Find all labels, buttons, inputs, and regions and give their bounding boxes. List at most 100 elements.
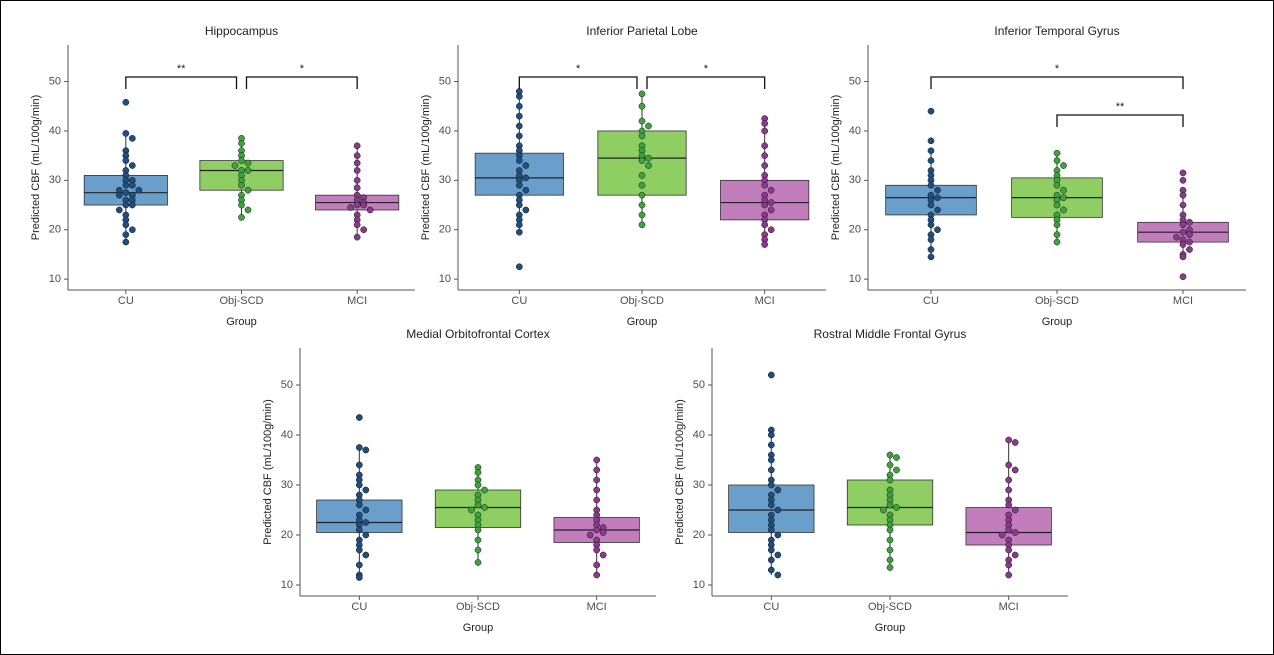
x-tick-label: MCI [347,295,367,307]
panel-title: Inferior Temporal Gyrus [994,24,1119,38]
panel-title: Medial Orbitofrontal Cortex [406,327,549,341]
point [122,238,130,246]
point [468,506,475,514]
point [934,226,941,234]
point [122,221,130,229]
point [238,201,245,209]
y-tick-label: 30 [49,174,61,186]
point [886,451,894,459]
x-axis-label: Group [627,316,658,328]
point [1179,221,1187,229]
point [1053,201,1061,209]
x-tick-label: MCI [587,601,607,613]
point [122,130,130,137]
y-tick-label: 20 [849,224,861,236]
point [362,519,370,526]
point [586,531,594,539]
point [1011,466,1019,474]
x-tick-label: CU [118,295,134,307]
point [515,201,523,209]
point [1186,238,1193,246]
point [353,201,361,209]
point [347,204,355,211]
point [238,181,245,189]
panel: Inferior Parietal Lobe 10 20 30 40 50 Predicte… [420,24,826,328]
point [886,476,894,484]
significance-bracket [125,76,238,89]
y-tick-label: 20 [693,529,705,541]
point [244,159,252,167]
point [515,221,523,229]
point [128,226,136,234]
point [244,186,252,194]
point [1053,149,1061,157]
point [238,214,245,221]
point [1186,246,1193,253]
x-tick-label: Obj-SCD [620,295,664,307]
point [893,504,900,511]
point [1053,181,1061,189]
point [135,186,143,194]
point [355,444,363,451]
point [1005,546,1013,554]
point [638,132,646,140]
significance-label: * [1055,63,1060,75]
point [355,561,363,569]
point [638,102,646,110]
point [362,551,370,559]
point [474,546,482,554]
point [761,127,769,135]
point [1179,253,1187,261]
point [1005,486,1013,494]
point [360,201,368,209]
y-tick-label: 50 [849,75,861,87]
y-tick-label: 30 [439,174,451,186]
point [761,152,769,159]
point [934,206,941,214]
point [355,574,363,581]
point [761,120,769,127]
point [1011,439,1019,446]
point [767,186,775,194]
point [515,112,523,120]
point [767,206,775,214]
point [638,90,646,98]
point [638,117,646,125]
point [767,456,775,464]
point [886,556,894,564]
point [238,157,245,164]
point [886,461,894,469]
point [934,194,941,201]
point [1179,228,1187,236]
point [593,571,601,579]
point [774,506,782,514]
point [1011,506,1019,514]
point [355,526,363,534]
point [122,181,130,189]
point [362,506,370,514]
point [934,186,941,194]
point [638,211,646,219]
significance-label: * [576,63,581,75]
point [1005,461,1013,469]
point [366,206,374,214]
point [128,162,136,169]
point [244,167,252,174]
x-tick-label: MCI [755,295,775,307]
point [115,191,123,199]
point [1179,241,1187,248]
point [353,233,361,241]
point [231,162,239,169]
point [638,157,646,164]
y-tick-label: 50 [439,75,451,87]
x-tick-label: Obj-SCD [1035,295,1079,307]
point [362,531,370,539]
x-tick-label: Obj-SCD [219,295,263,307]
y-tick-label: 20 [439,224,451,236]
point [767,441,775,449]
y-tick-label: 20 [49,224,61,236]
point [593,496,601,504]
significance-bracket [1056,114,1184,127]
y-axis-label: Predicted CBF (mL/100g/min) [262,399,274,545]
